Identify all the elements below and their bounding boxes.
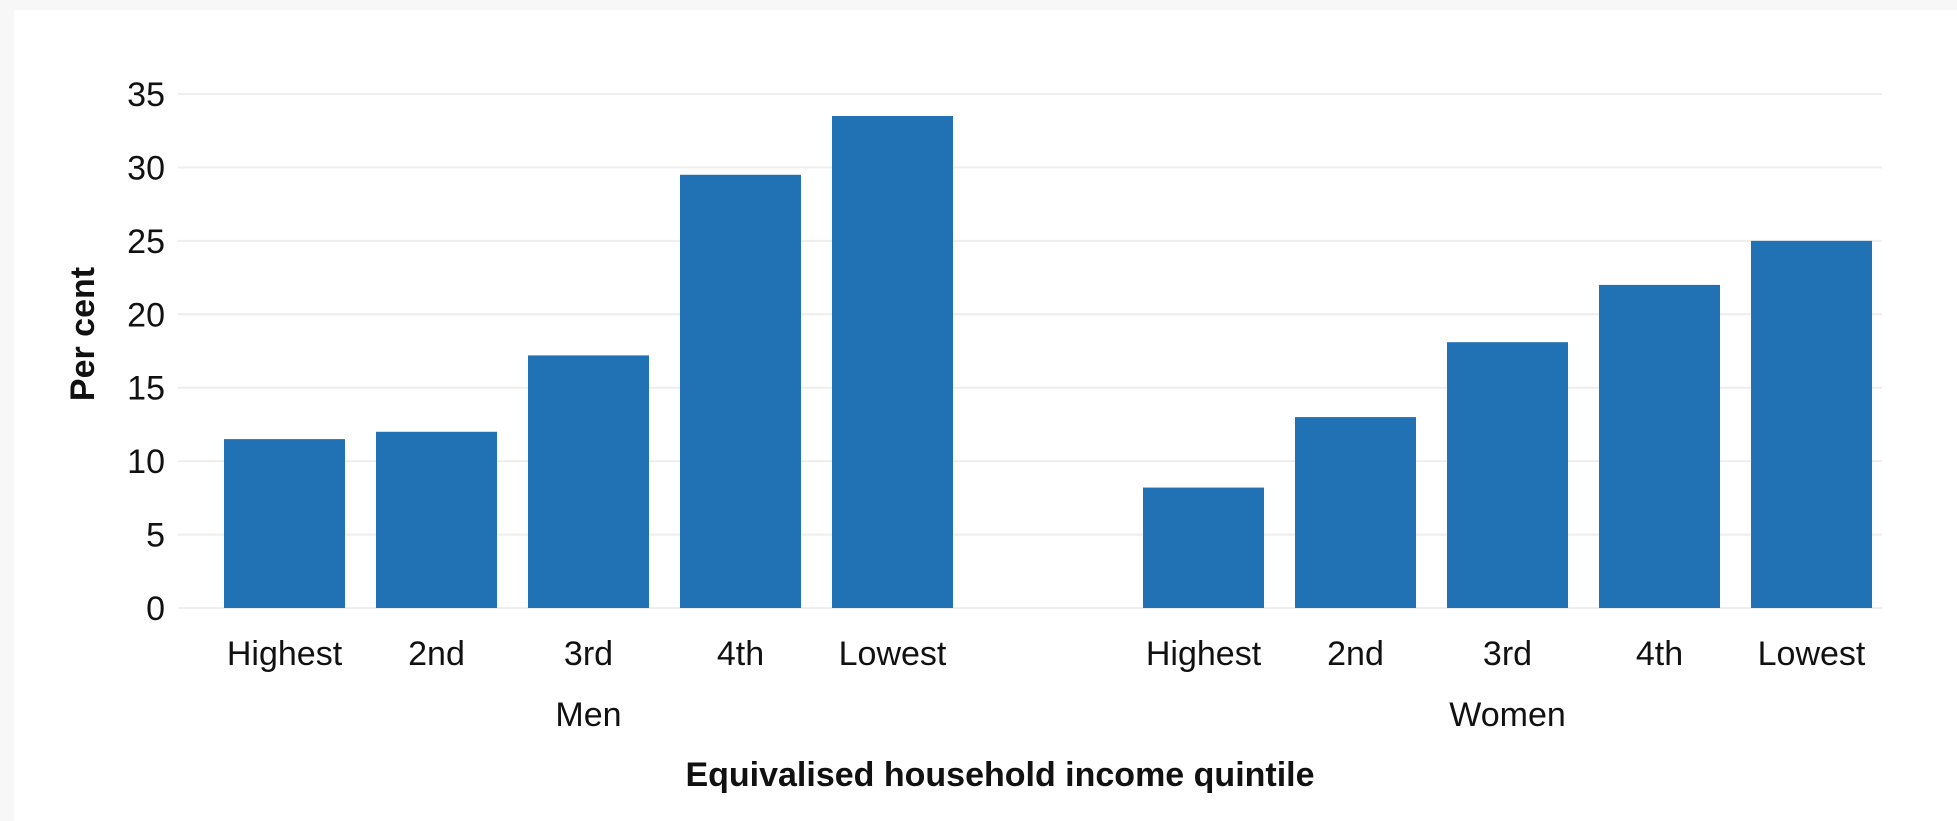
bar-men-3rd: [528, 355, 649, 608]
bars: [224, 116, 1872, 609]
gridlines: [178, 93, 1882, 609]
y-tick-label: 15: [127, 370, 165, 408]
group-label-women: Women: [1449, 696, 1566, 734]
x-axis-ticks: Highest 2nd 3rd 4th Lowest Highest 2nd 3rd 4th Lo…: [227, 635, 1866, 673]
x-tick-label: Lowest: [1758, 635, 1866, 673]
y-tick-label: 30: [127, 149, 165, 187]
bar-women-4th: [1599, 284, 1720, 608]
bar-men-2nd: [376, 431, 497, 608]
group-label-men: Men: [555, 696, 621, 734]
group-labels: Men Women: [555, 696, 1565, 734]
x-tick-label: Lowest: [839, 635, 947, 673]
bar-men-lowest: [832, 116, 953, 609]
bar-women-lowest: [1751, 240, 1872, 608]
y-tick-label: 0: [146, 590, 165, 628]
y-axis-title: Per cent: [64, 267, 102, 401]
y-tick-label: 20: [127, 296, 165, 334]
x-tick-label: 3rd: [1483, 635, 1532, 673]
bar-women-3rd: [1447, 342, 1568, 608]
bar-women-highest: [1143, 487, 1264, 608]
x-tick-label: 2nd: [408, 635, 465, 673]
bar-men-highest: [224, 439, 345, 608]
x-tick-label: 4th: [1636, 635, 1683, 673]
x-tick-label: 4th: [717, 635, 764, 673]
y-axis-ticks: 0 5 10 15 20 25 30 35: [127, 76, 165, 628]
bar-women-2nd: [1295, 417, 1416, 608]
y-tick-label: 25: [127, 223, 165, 261]
bar-men-4th: [680, 174, 801, 608]
y-tick-label: 10: [127, 443, 165, 481]
x-tick-label: Highest: [227, 635, 343, 673]
y-tick-label: 5: [146, 517, 165, 555]
x-tick-label: 2nd: [1327, 635, 1384, 673]
x-axis-title: Equivalised household income quintile: [685, 756, 1314, 794]
x-tick-label: Highest: [1146, 635, 1262, 673]
y-tick-label: 35: [127, 76, 165, 114]
x-tick-label: 3rd: [564, 635, 613, 673]
